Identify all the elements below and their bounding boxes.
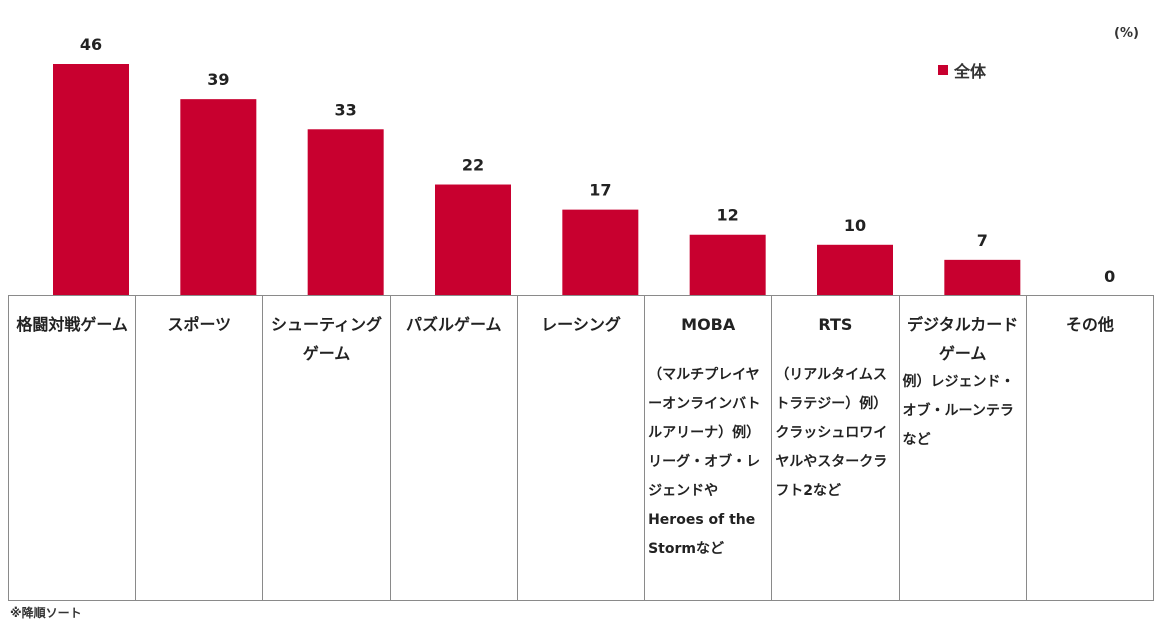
category-note-6: （マルチプレイヤーオンラインバトルアリーナ）例） リーグ・オブ・レジェンドやHe…: [648, 367, 761, 557]
category-label-4: パズルゲーム: [406, 315, 502, 334]
footnote: ※降順ソート: [10, 606, 82, 620]
data-label-1: 46: [80, 35, 102, 54]
category-label-7: RTS: [818, 315, 853, 334]
bar-chart: 46 39 33 22 17 12 10 7 0: [53, 35, 1115, 295]
category-label-5: レーシング: [541, 315, 621, 334]
data-label-4: 22: [462, 156, 484, 175]
data-label-6: 12: [717, 206, 739, 225]
category-cell-4: パズルゲーム: [391, 296, 518, 600]
category-label-8: デジタルカードゲーム: [907, 315, 1019, 363]
category-cell-6: MOBA （マルチプレイヤーオンラインバトルアリーナ）例） リーグ・オブ・レジェン…: [645, 296, 773, 600]
bar-4: [435, 184, 511, 295]
bar-5: [562, 209, 639, 295]
category-cell-5: レーシング: [518, 296, 646, 600]
data-label-8: 7: [977, 231, 988, 250]
data-label-3: 33: [335, 100, 357, 119]
data-label-2: 39: [207, 70, 229, 89]
legend-swatch: [938, 65, 948, 75]
bar-6: [689, 234, 766, 295]
legend: 全体: [938, 58, 986, 82]
category-label-9: その他: [1065, 315, 1114, 334]
category-cell-7: RTS （リアルタイムストラテジー）例）クラッシュロワイヤルやスタークラフト2など: [772, 296, 900, 600]
category-label-2: スポーツ: [167, 315, 232, 334]
category-cell-9: その他: [1027, 296, 1153, 600]
category-cell-2: スポーツ: [136, 296, 264, 600]
bar-3: [307, 129, 384, 295]
unit-label: (%): [1114, 26, 1139, 41]
category-label-6: MOBA: [681, 315, 736, 334]
legend-label: 全体: [954, 62, 987, 81]
bar-1: [53, 64, 129, 295]
category-cell-8: デジタルカードゲーム例）レジェンド・オブ・ルーンテラなど: [900, 296, 1027, 600]
category-table: 格闘対戦ゲーム スポーツ シューティングゲーム パズルゲーム レーシング MOBA （マルチ…: [8, 295, 1154, 601]
data-labels-group: 46 39 33 22 17 12 10 7 0: [80, 35, 1115, 286]
bar-7: [817, 244, 893, 295]
bar-2: [180, 99, 257, 295]
category-note-7: （リアルタイムストラテジー）例）クラッシュロワイヤルやスタークラフト2など: [775, 367, 888, 499]
category-cell-3: シューティングゲーム: [263, 296, 391, 600]
data-label-9: 0: [1104, 267, 1115, 286]
category-cell-1: 格闘対戦ゲーム: [9, 296, 137, 600]
category-note-8: 例）レジェンド・オブ・ルーンテラなど: [902, 374, 1015, 448]
bars-group: [53, 64, 1021, 295]
category-label-1: 格闘対戦ゲーム: [16, 315, 128, 334]
bar-8: [944, 259, 1021, 295]
category-label-3: シューティングゲーム: [271, 315, 383, 363]
data-label-7: 10: [844, 216, 866, 235]
data-label-5: 17: [589, 181, 611, 200]
